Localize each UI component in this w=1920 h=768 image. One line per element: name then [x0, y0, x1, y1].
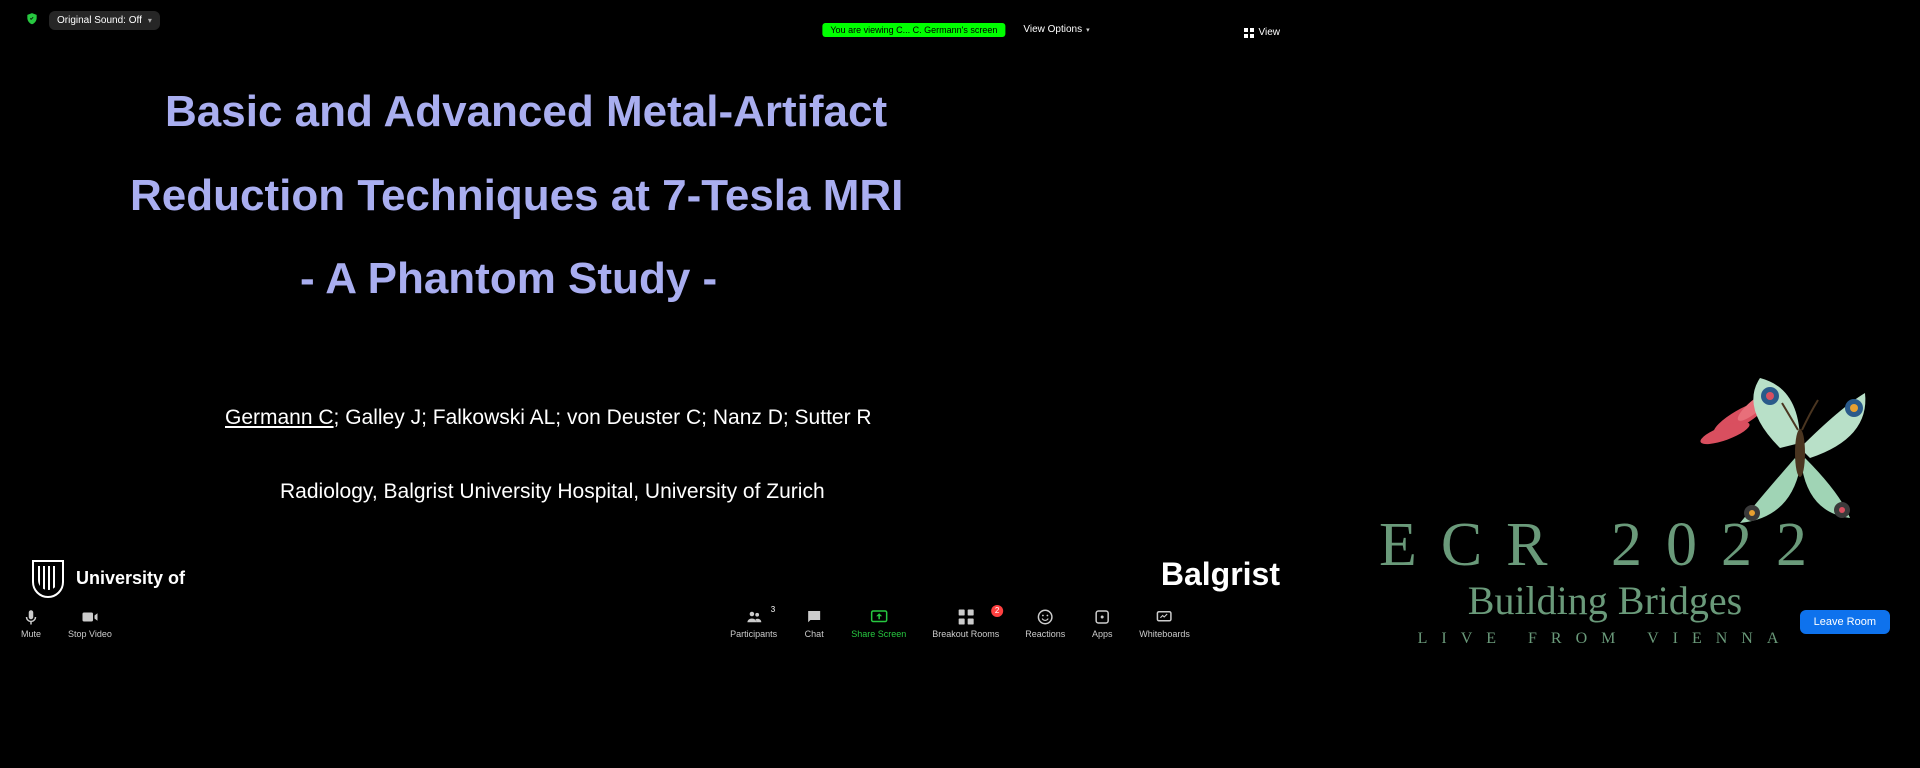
sharing-notice: You are viewing C... C. Germann's screen — [822, 23, 1005, 37]
title-line-2: Reduction Techniques at 7-Tesla MRI — [130, 154, 1200, 238]
whiteboards-icon — [1154, 608, 1176, 626]
breakout-badge: 2 — [991, 605, 1003, 617]
participants-icon — [743, 608, 765, 626]
encryption-shield[interactable] — [25, 12, 39, 29]
whiteboards-label: Whiteboards — [1139, 629, 1190, 639]
reactions-button[interactable]: Reactions — [1025, 608, 1065, 639]
co-authors: ; Galley J; Falkowski AL; von Deuster C;… — [334, 406, 872, 429]
participants-button[interactable]: 3 Participants — [730, 608, 777, 639]
apps-icon — [1091, 608, 1113, 626]
chat-label: Chat — [805, 629, 824, 639]
chat-icon — [803, 608, 825, 626]
chat-button[interactable]: Chat — [803, 608, 825, 639]
breakout-rooms-button[interactable]: 2 Breakout Rooms — [932, 608, 999, 639]
authors-line: Germann C; Galley J; Falkowski AL; von D… — [225, 406, 1200, 430]
affiliation: Radiology, Balgrist University Hospital,… — [280, 480, 1200, 504]
participants-label: Participants — [730, 629, 777, 639]
leave-room-button[interactable]: Leave Room — [1800, 610, 1890, 634]
grid-icon — [1244, 28, 1254, 38]
share-screen-button[interactable]: Share Screen — [851, 608, 906, 639]
view-options-dropdown[interactable]: View Options ▾ — [1015, 22, 1097, 37]
stop-video-label: Stop Video — [68, 629, 112, 639]
apps-button[interactable]: Apps — [1091, 608, 1113, 639]
chevron-down-icon: ▾ — [1086, 26, 1090, 34]
university-logo: University of — [32, 560, 185, 598]
view-mode-button[interactable]: View — [1244, 27, 1281, 38]
ecr-title: ECR 2022 — [1330, 510, 1880, 581]
university-crest-icon — [32, 560, 64, 598]
zoom-top-bar: Original Sound: Off ▾ You are viewing C.… — [0, 0, 1920, 40]
share-screen-icon — [868, 608, 890, 626]
video-icon — [79, 608, 101, 626]
zoom-toolbar: Mute Stop Video 3 Participants Chat — [0, 598, 1920, 648]
chevron-down-icon: ▾ — [148, 16, 152, 25]
mute-label: Mute — [21, 629, 41, 639]
reactions-label: Reactions — [1025, 629, 1065, 639]
title-line-1: Basic and Advanced Metal-Artifact — [165, 70, 1200, 154]
original-sound-label: Original Sound: Off — [57, 15, 142, 26]
mute-button[interactable]: Mute — [20, 608, 42, 639]
reactions-icon — [1034, 608, 1056, 626]
shield-icon — [25, 12, 39, 29]
slide-title: Basic and Advanced Metal-Artifact Reduct… — [130, 70, 1200, 321]
microphone-icon — [20, 608, 42, 626]
whiteboards-button[interactable]: Whiteboards — [1139, 608, 1190, 639]
breakout-rooms-icon — [955, 608, 977, 626]
original-sound-toggle[interactable]: Original Sound: Off ▾ — [49, 11, 160, 30]
lead-author: Germann C — [225, 406, 334, 429]
view-label: View — [1259, 27, 1281, 38]
university-name: University of — [76, 569, 185, 589]
share-screen-label: Share Screen — [851, 629, 906, 639]
view-options-label: View Options — [1023, 24, 1082, 35]
participants-count: 3 — [771, 605, 775, 614]
balgrist-logo: Balgrist — [1161, 556, 1280, 593]
title-line-3: - A Phantom Study - — [300, 237, 1200, 321]
stop-video-button[interactable]: Stop Video — [68, 608, 112, 639]
breakout-rooms-label: Breakout Rooms — [932, 629, 999, 639]
apps-label: Apps — [1092, 629, 1113, 639]
